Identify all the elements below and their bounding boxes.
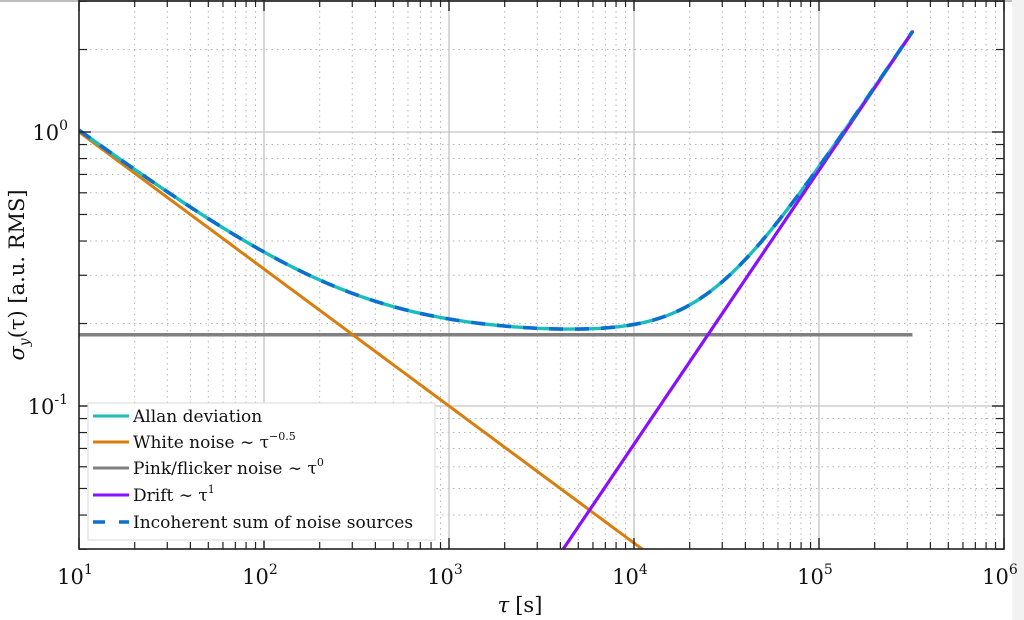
svg-text:White noise ∼ τ−0.5: White noise ∼ τ−0.5 [133, 430, 296, 453]
y-axis-title: σy(τ) [a.u. RMS] [5, 189, 33, 360]
svg-text:Drift ∼ τ1: Drift ∼ τ1 [133, 483, 215, 506]
y-tick-label: 10-1 [28, 392, 68, 419]
svg-text:Pink/flicker noise ∼ τ0: Pink/flicker noise ∼ τ0 [133, 456, 324, 479]
incoherent-sum-line [79, 30, 914, 331]
plot-series [79, 30, 915, 549]
legend-box [87, 402, 436, 541]
legend-item-white: White noise ∼ τ−0.5 [93, 430, 296, 453]
legend: Allan deviation White noise ∼ τ−0.5 Pink… [87, 402, 436, 541]
y-tick-labels: 100 10-1 [28, 118, 68, 419]
x-axis-title: τ [s] [498, 593, 543, 617]
x-tick-label: 101 [57, 562, 93, 589]
legend-item-pink: Pink/flicker noise ∼ τ0 [93, 456, 324, 479]
allan-deviation-line [79, 30, 914, 331]
legend-item-allan: Allan deviation [93, 407, 262, 427]
legend-item-drift: Drift ∼ τ1 [93, 483, 215, 506]
svg-text:Incoherent sum of noise source: Incoherent sum of noise sources [133, 513, 413, 533]
white-noise-line [79, 130, 645, 549]
window-right-edge [1012, 0, 1024, 620]
axis-ticks [78, 0, 1005, 550]
x-tick-label: 103 [427, 562, 463, 589]
svg-text:Allan deviation: Allan deviation [132, 407, 262, 427]
y-tick-label: 100 [32, 118, 68, 145]
x-tick-label: 102 [242, 562, 278, 589]
x-tick-label: 105 [797, 562, 833, 589]
legend-item-sum: Incoherent sum of noise sources [93, 513, 413, 533]
x-tick-label: 106 [982, 562, 1018, 589]
series-group [79, 30, 915, 549]
x-tick-label: 104 [612, 562, 648, 589]
x-tick-labels: 101 102 103 104 105 106 [57, 562, 1018, 589]
